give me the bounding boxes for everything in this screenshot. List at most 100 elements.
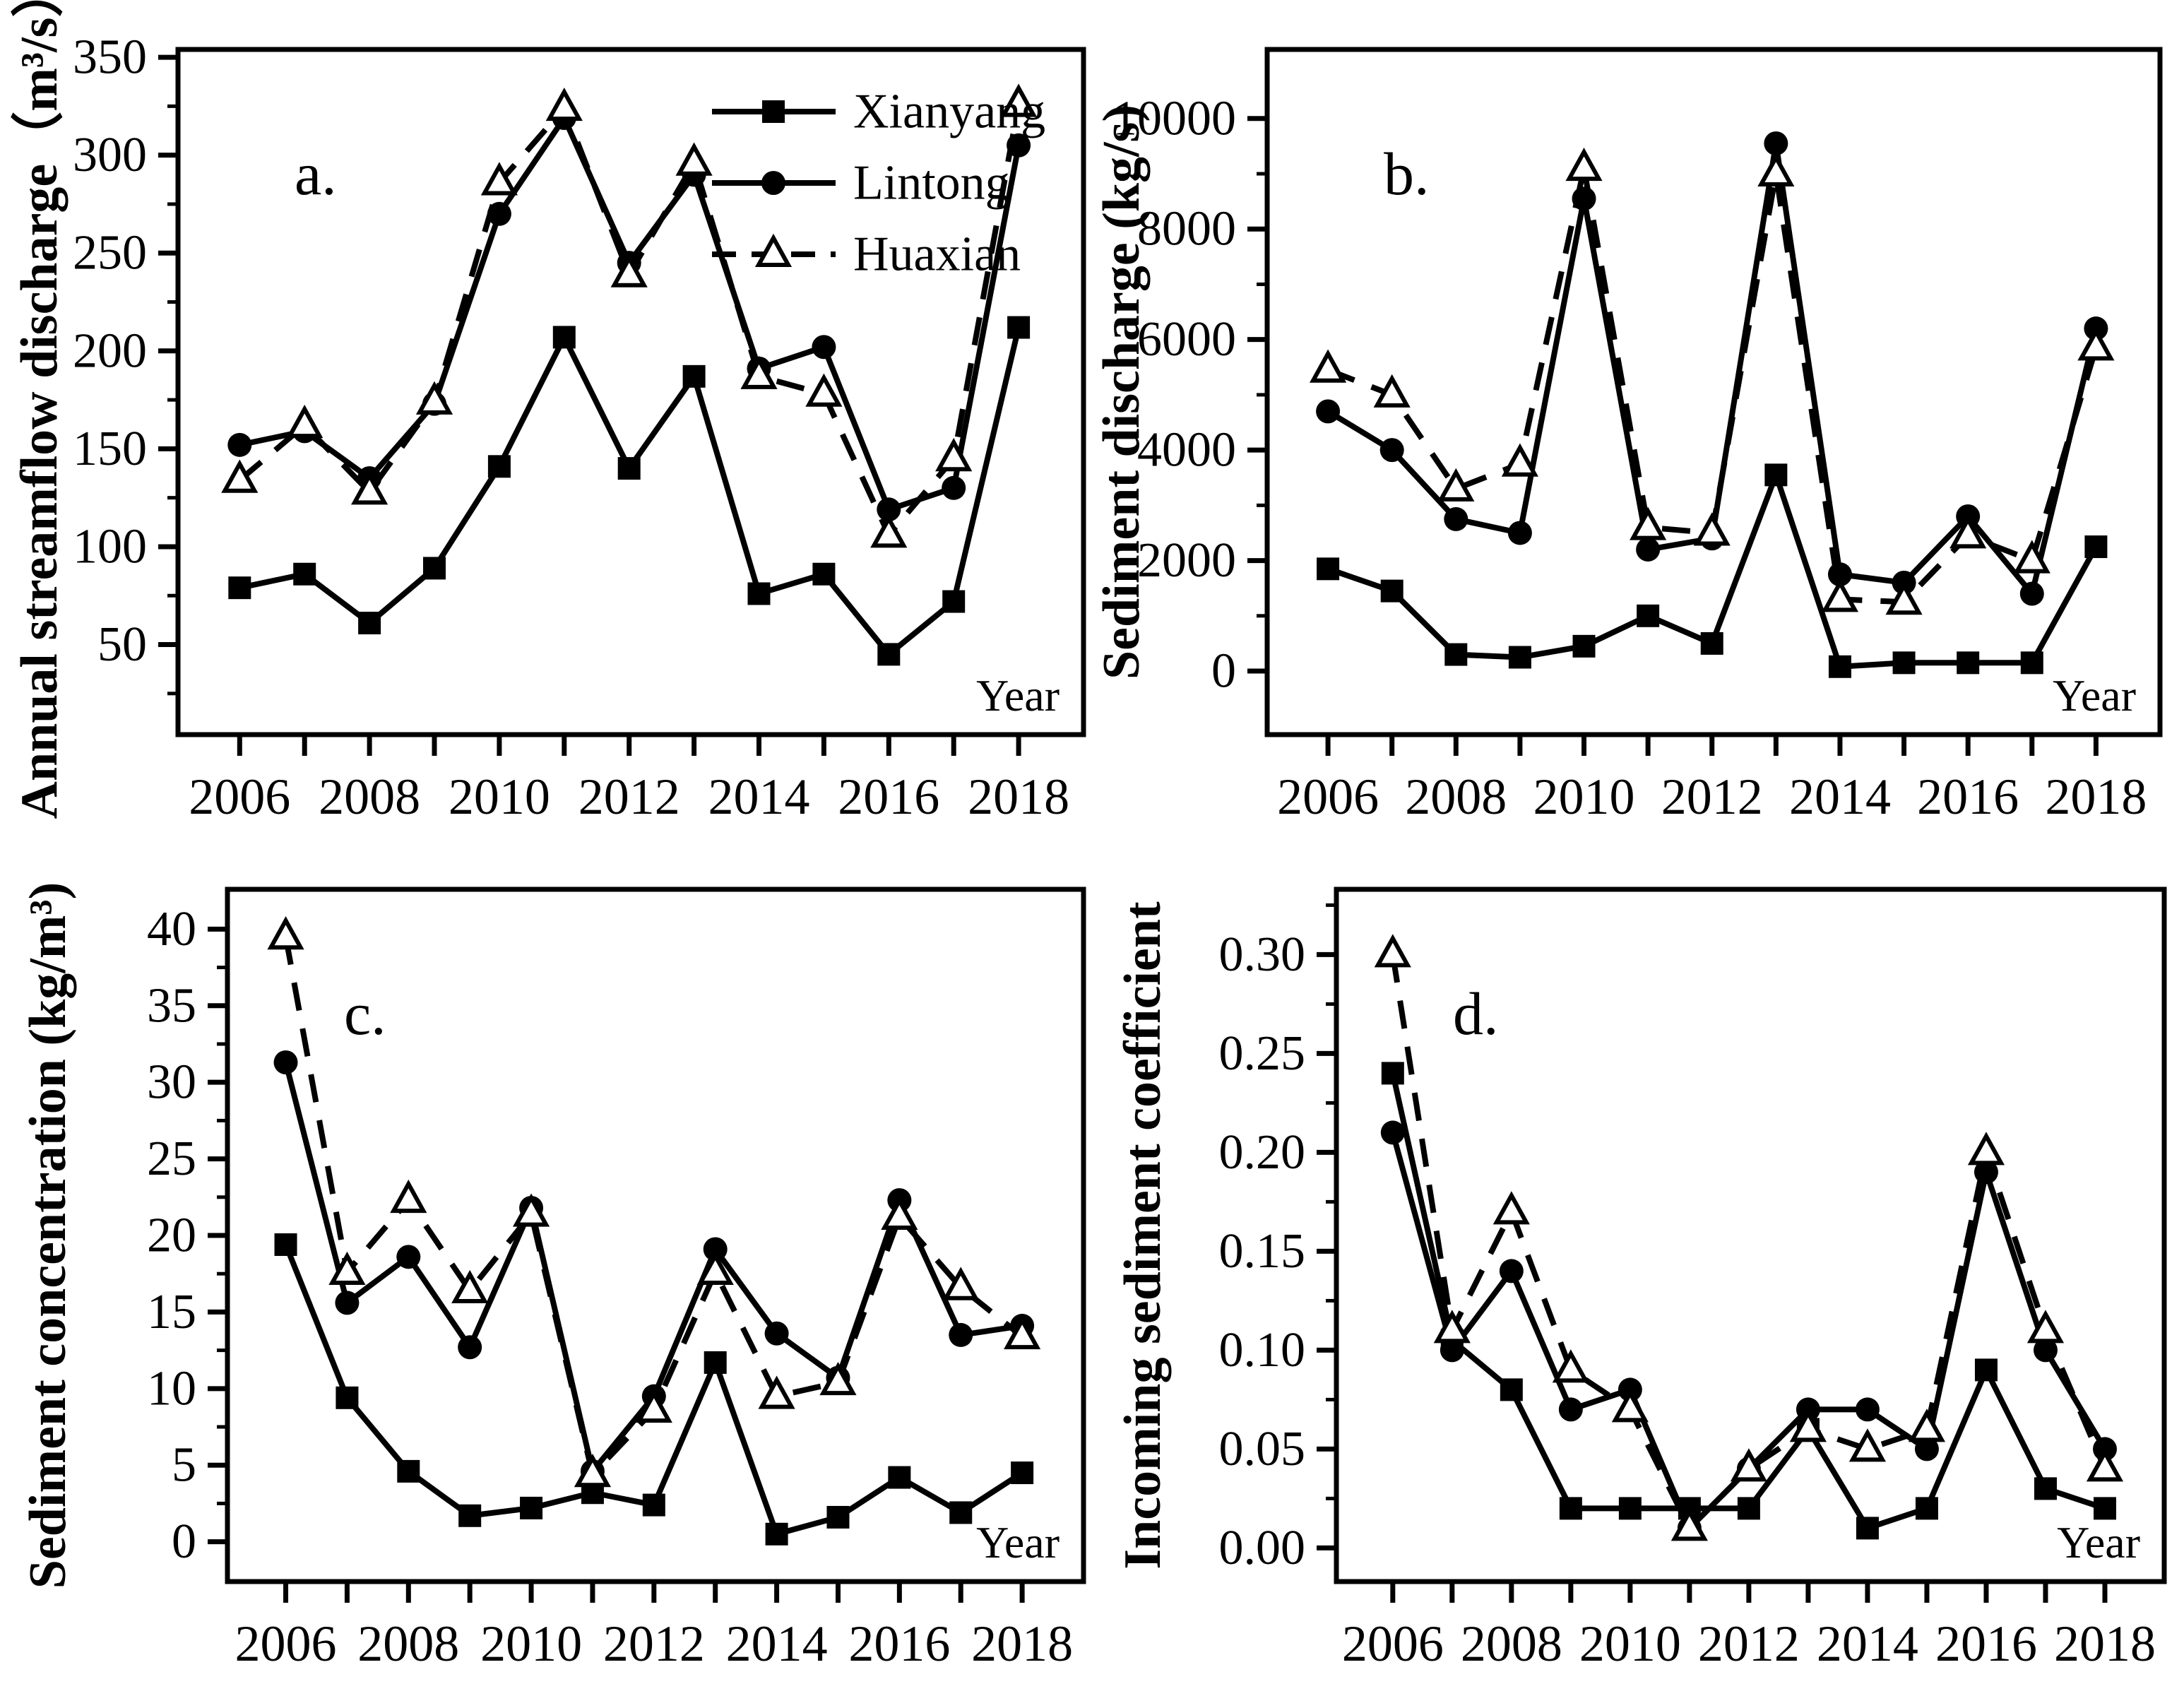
y-tick-label: 150	[73, 422, 147, 476]
marker-xianyang	[765, 1522, 788, 1546]
marker-huaxian	[805, 373, 843, 407]
marker-huaxian	[1437, 468, 1475, 502]
marker-xianyang	[274, 1233, 297, 1257]
marker-lintong	[1380, 1120, 1405, 1145]
marker-huaxian	[415, 381, 453, 415]
x-tick-label: 2006	[235, 1615, 337, 1672]
marker-lintong	[458, 1335, 482, 1360]
x-tick-label: 2008	[1461, 1615, 1562, 1672]
marker-xianyang	[704, 1351, 727, 1374]
y-tick-label: 100	[73, 519, 147, 574]
marker-huaxian	[881, 1196, 918, 1230]
y-tick-label: 10000	[1112, 91, 1236, 146]
marker-huaxian	[675, 142, 713, 176]
panel-letter: c.	[344, 980, 386, 1048]
y-axis-title: Sediment discharge (kg/s)	[1093, 105, 1151, 680]
marker-xianyang	[1500, 1378, 1523, 1401]
x-tick-label: 2016	[838, 769, 939, 825]
marker-huaxian	[2013, 540, 2051, 574]
marker-huaxian	[942, 1267, 980, 1300]
marker-xianyang	[1508, 646, 1531, 669]
y-tick-label: 20	[147, 1209, 196, 1263]
marker-huaxian	[545, 87, 583, 121]
marker-huaxian	[1004, 1315, 1041, 1350]
marker-huaxian	[221, 459, 259, 493]
marker-huaxian	[480, 162, 518, 196]
legend-label: Huaxian	[853, 227, 1021, 282]
legend-label: Xianyang	[853, 85, 1045, 139]
x-tick-label: 2014	[726, 1615, 828, 1672]
marker-huaxian	[1565, 147, 1603, 182]
marker-huaxian	[390, 1179, 427, 1214]
y-tick-label: 300	[73, 128, 147, 182]
x-axis-title: Year	[2057, 1517, 2140, 1567]
marker-xianyang	[1381, 1062, 1404, 1085]
marker-xianyang	[1011, 1461, 1034, 1485]
marker-lintong	[1855, 1397, 1880, 1422]
x-tick-label: 2008	[357, 1615, 459, 1672]
marker-xianyang	[1892, 651, 1916, 675]
series-line-huaxian	[1389, 954, 2108, 1531]
marker-huaxian	[740, 355, 778, 389]
marker-xianyang	[2084, 535, 2108, 559]
marker-huaxian	[1848, 1428, 1887, 1462]
marker-huaxian	[610, 254, 648, 287]
marker-xianyang	[1764, 463, 1788, 487]
marker-xianyang	[423, 557, 446, 580]
marker-xianyang	[942, 590, 966, 613]
marker-huaxian	[351, 471, 388, 505]
marker-lintong	[396, 1245, 421, 1269]
marker-huaxian	[870, 514, 908, 548]
marker-xianyang	[1572, 634, 1596, 658]
y-tick-label: 30	[147, 1055, 196, 1110]
marker-lintong	[812, 335, 836, 360]
x-tick-label: 2006	[1342, 1615, 1444, 1672]
y-tick-label: 15	[147, 1285, 196, 1339]
marker-xianyang	[2020, 651, 2043, 675]
marker-huaxian	[935, 438, 973, 472]
marker-lintong	[2019, 581, 2044, 606]
marker-xianyang	[888, 1466, 911, 1489]
x-tick-label: 2018	[2045, 769, 2147, 825]
series-line-xianyang	[239, 326, 1021, 658]
marker-huaxian	[1630, 506, 1667, 540]
legend-marker	[754, 233, 793, 267]
marker-xianyang	[617, 457, 641, 480]
marker-xianyang	[1317, 557, 1340, 581]
marker-huaxian	[819, 1361, 857, 1396]
y-tick-label: 40	[147, 902, 196, 956]
marker-huaxian	[1611, 1389, 1649, 1423]
marker-huaxian	[1000, 83, 1038, 117]
marker-huaxian	[1373, 374, 1411, 408]
x-tick-label: 2010	[1533, 769, 1635, 825]
marker-huaxian	[1693, 512, 1731, 546]
marker-xianyang	[1828, 655, 1851, 678]
y-tick-label: 6000	[1137, 312, 1236, 367]
x-tick-label: 2014	[708, 769, 810, 825]
marker-xianyang	[397, 1459, 420, 1483]
marker-lintong	[949, 1322, 973, 1347]
y-tick-label: 10	[147, 1361, 196, 1416]
y-tick-label: 250	[73, 226, 147, 280]
marker-lintong	[1316, 399, 1341, 424]
x-tick-label: 2010	[449, 769, 550, 825]
marker-xianyang	[1559, 1497, 1582, 1520]
panel-letter: b.	[1384, 140, 1430, 208]
marker-xianyang	[642, 1493, 665, 1517]
marker-xianyang	[458, 1504, 482, 1527]
legend-label: Lintong	[853, 156, 1010, 210]
y-tick-label: 4000	[1137, 423, 1236, 478]
y-tick-label: 35	[147, 978, 196, 1033]
x-tick-label: 2006	[189, 769, 290, 825]
marker-lintong	[1499, 1259, 1524, 1283]
panel-c-sediment-concentration-chart: 0 5 10 15 20 25 30 35 40 2006 2008 2010 2012 2014 2016…	[19, 882, 1086, 1672]
y-tick-label: 0	[1211, 644, 1236, 699]
marker-huaxian	[1730, 1448, 1767, 1482]
y-tick-label: 200	[73, 324, 147, 378]
x-tick-label: 2018	[968, 769, 1069, 825]
y-tick-label: 0	[172, 1514, 196, 1569]
x-axis-title: Year	[2053, 670, 2136, 720]
y-tick-label: 50	[97, 617, 147, 672]
marker-lintong	[227, 432, 252, 457]
legend-marker	[762, 100, 785, 123]
